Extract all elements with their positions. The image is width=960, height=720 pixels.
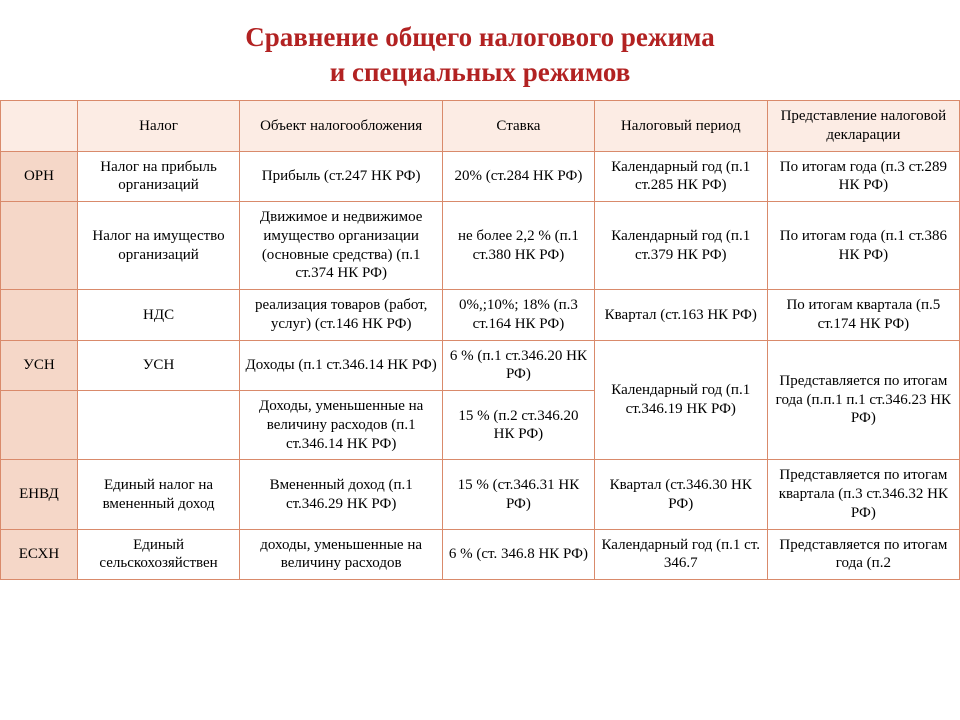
th-period: Налоговый период [594,101,767,152]
cell-object: реализация товаров (работ, услуг) (ст.14… [240,290,443,341]
cell-rate: 6 % (ст. 346.8 НК РФ) [443,529,595,580]
th-rate: Ставка [443,101,595,152]
cell-period: Квартал (ст.346.30 НК РФ) [594,460,767,529]
cell-rate: 6 % (п.1 ст.346.20 НК РФ) [443,340,595,391]
cell-declaration: Представляется по итогам года (п.2 [767,529,959,580]
title-line2: и специальных режимов [330,57,631,87]
cell-tax: НДС [77,290,239,341]
cell-tax: УСН [77,340,239,391]
table-row: НДС реализация товаров (работ, услуг) (с… [1,290,960,341]
cell-declaration: Представляется по итогам квартала (п.3 с… [767,460,959,529]
title-line1: Сравнение общего налогового режима [245,22,715,52]
cell-regime: УСН [1,340,78,391]
th-tax: Налог [77,101,239,152]
cell-declaration: Представляется по итогам года (п.п.1 п.1… [767,340,959,460]
comparison-table: Налог Объект налогообложения Ставка Нало… [0,100,960,580]
cell-object: Доходы (п.1 ст.346.14 НК РФ) [240,340,443,391]
cell-rate: 15 % (п.2 ст.346.20 НК РФ) [443,391,595,460]
cell-rate: 0%,;10%; 18% (п.3 ст.164 НК РФ) [443,290,595,341]
table-row: ЕСХН Единый сельскохозяйствен доходы, ум… [1,529,960,580]
cell-tax: Налог на прибыль организаций [77,151,239,202]
cell-tax: Единый налог на вмененный доход [77,460,239,529]
cell-tax [77,391,239,460]
table-row: УСН УСН Доходы (п.1 ст.346.14 НК РФ) 6 %… [1,340,960,391]
cell-declaration: По итогам года (п.3 ст.289 НК РФ) [767,151,959,202]
cell-object: Доходы, уменьшенные на величину расходов… [240,391,443,460]
cell-object: Движимое и недвижимое имущество организа… [240,202,443,290]
cell-rate: 20% (ст.284 НК РФ) [443,151,595,202]
cell-regime [1,290,78,341]
cell-period: Календарный год (п.1 ст. 346.7 [594,529,767,580]
cell-object: Вмененный доход (п.1 ст.346.29 НК РФ) [240,460,443,529]
cell-regime: ЕНВД [1,460,78,529]
cell-regime: ОРН [1,151,78,202]
table-row: ОРН Налог на прибыль организаций Прибыль… [1,151,960,202]
cell-declaration: По итогам года (п.1 ст.386 НК РФ) [767,202,959,290]
th-object: Объект налогообложения [240,101,443,152]
cell-tax: Единый сельскохозяйствен [77,529,239,580]
th-regime [1,101,78,152]
cell-object: Прибыль (ст.247 НК РФ) [240,151,443,202]
cell-regime: ЕСХН [1,529,78,580]
cell-object: доходы, уменьшенные на величину расходов [240,529,443,580]
cell-regime [1,391,78,460]
cell-period: Календарный год (п.1 ст.379 НК РФ) [594,202,767,290]
cell-regime [1,202,78,290]
table-row: Налог на имущество организаций Движимое … [1,202,960,290]
page-title: Сравнение общего налогового режима и спе… [0,0,960,100]
cell-rate: 15 % (ст.346.31 НК РФ) [443,460,595,529]
th-declaration: Представление налоговой декларации [767,101,959,152]
table-header-row: Налог Объект налогообложения Ставка Нало… [1,101,960,152]
table-row: ЕНВД Единый налог на вмененный доход Вме… [1,460,960,529]
cell-declaration: По итогам квартала (п.5 ст.174 НК РФ) [767,290,959,341]
cell-period: Календарный год (п.1 ст.346.19 НК РФ) [594,340,767,460]
cell-rate: не более 2,2 % (п.1 ст.380 НК РФ) [443,202,595,290]
cell-period: Квартал (ст.163 НК РФ) [594,290,767,341]
cell-tax: Налог на имущество организаций [77,202,239,290]
cell-period: Календарный год (п.1 ст.285 НК РФ) [594,151,767,202]
